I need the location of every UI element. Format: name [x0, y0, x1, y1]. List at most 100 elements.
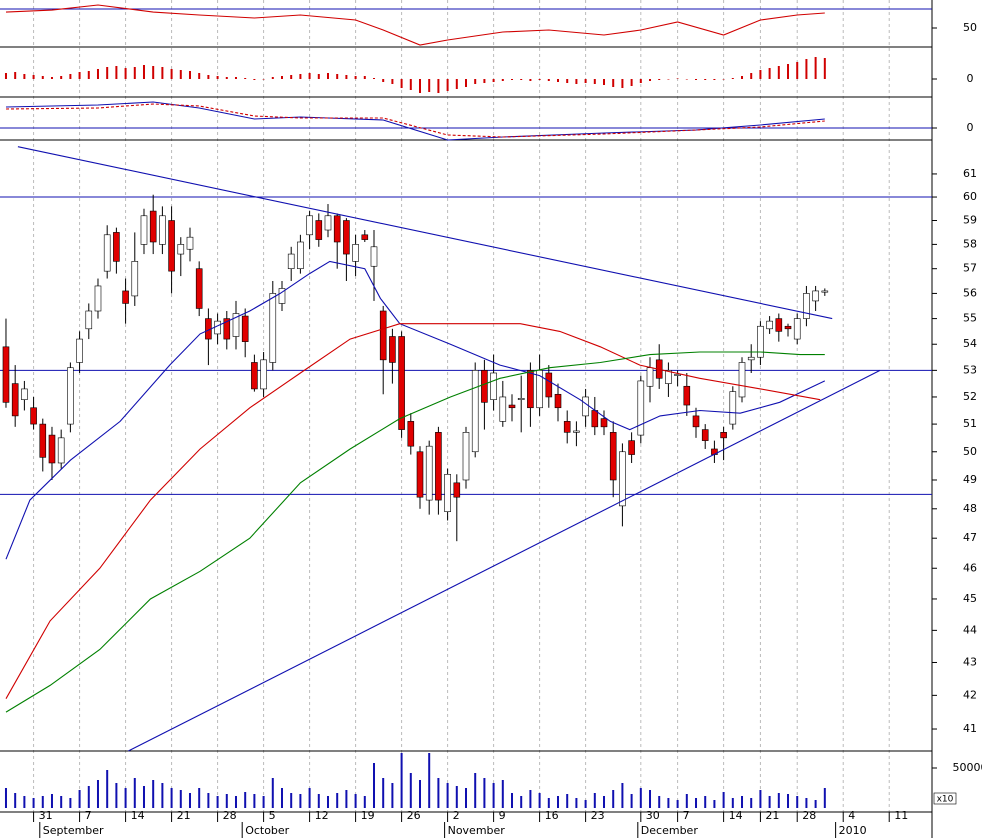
- candle-body: [287, 253, 295, 269]
- candle-body: [195, 268, 203, 309]
- month-label: September: [43, 824, 104, 837]
- candle-body: [435, 432, 442, 501]
- bar: [630, 79, 633, 86]
- candle-body: [306, 215, 313, 236]
- bar: [170, 69, 173, 79]
- bar: [4, 73, 7, 79]
- bar: [271, 778, 274, 808]
- bar: [455, 786, 458, 808]
- x-tick-label: 31: [39, 809, 53, 822]
- bar: [823, 788, 826, 808]
- bar: [179, 70, 182, 79]
- bar: [345, 75, 348, 79]
- y-tick-label: 44: [963, 623, 977, 636]
- bar: [161, 67, 164, 79]
- candle-body: [2, 346, 10, 403]
- bar: [225, 77, 228, 79]
- bar: [759, 70, 762, 79]
- candle-body: [812, 290, 819, 302]
- bar: [400, 753, 403, 808]
- y-tick-label: 59: [963, 214, 977, 227]
- bar: [336, 793, 339, 808]
- x-tick-label: 21: [765, 809, 779, 822]
- bar: [363, 76, 366, 79]
- bar: [23, 796, 26, 808]
- bar: [262, 79, 265, 80]
- bar: [87, 71, 90, 79]
- bar: [520, 79, 523, 80]
- bar: [207, 793, 210, 808]
- bar: [731, 798, 734, 808]
- y-tick-label: 54: [963, 337, 977, 350]
- candle-body: [149, 210, 157, 243]
- candle-body: [103, 234, 111, 272]
- bar: [685, 794, 688, 808]
- candle-body: [278, 288, 286, 304]
- bar: [382, 79, 385, 82]
- bar: [603, 796, 606, 808]
- bar: [722, 792, 725, 808]
- y-tick-label: 41: [963, 722, 977, 735]
- bar: [658, 79, 661, 80]
- bar: [225, 794, 228, 808]
- x-tick-label: 12: [315, 809, 329, 822]
- candle-body: [131, 261, 139, 297]
- bar: [234, 77, 237, 79]
- bar: [326, 796, 329, 808]
- y-tick-label: 46: [963, 561, 977, 574]
- bar: [713, 79, 716, 80]
- candle-body: [517, 398, 525, 400]
- bar: [437, 79, 440, 93]
- x-tick-label: 21: [177, 809, 191, 822]
- bar: [428, 79, 431, 92]
- bar: [501, 79, 504, 81]
- bar: [492, 783, 495, 808]
- bar: [271, 77, 274, 79]
- bar: [437, 778, 440, 808]
- bar: [32, 75, 35, 79]
- candle-body: [30, 407, 37, 425]
- bar: [50, 794, 53, 808]
- bar: [584, 800, 587, 808]
- line: [5, 101, 825, 141]
- bar: [685, 79, 688, 80]
- bar: [4, 788, 7, 808]
- bar: [198, 788, 201, 808]
- bar: [253, 794, 256, 808]
- bar: [575, 798, 578, 808]
- bar: [465, 788, 467, 808]
- candle-body: [665, 370, 672, 384]
- bar: [308, 788, 311, 808]
- bar: [244, 78, 247, 79]
- bar: [142, 65, 145, 79]
- bar: [188, 71, 191, 79]
- bar: [750, 73, 753, 79]
- candle-body: [508, 404, 516, 409]
- bar: [768, 68, 771, 79]
- bar: [547, 798, 550, 808]
- bar: [354, 794, 357, 808]
- bar: [630, 794, 633, 808]
- candle-body: [619, 451, 626, 507]
- bar: [32, 798, 35, 808]
- candle-body: [674, 374, 681, 376]
- candle-body: [260, 359, 267, 390]
- bar: [805, 798, 808, 808]
- line: [5, 351, 825, 713]
- bar: [188, 793, 191, 808]
- bar: [133, 67, 136, 79]
- bar: [566, 794, 569, 808]
- candle-body: [223, 318, 231, 340]
- bar: [814, 57, 817, 79]
- candle-body: [241, 315, 249, 342]
- bar: [317, 74, 320, 79]
- x-tick-label: 14: [131, 809, 145, 822]
- candle-body: [425, 445, 433, 501]
- y-tick-label: 52: [963, 390, 977, 403]
- candle-body: [775, 318, 783, 332]
- candle-body: [352, 244, 359, 262]
- bar: [823, 58, 826, 79]
- bar: [474, 773, 477, 808]
- month-label: November: [448, 824, 506, 837]
- bar: [649, 790, 652, 808]
